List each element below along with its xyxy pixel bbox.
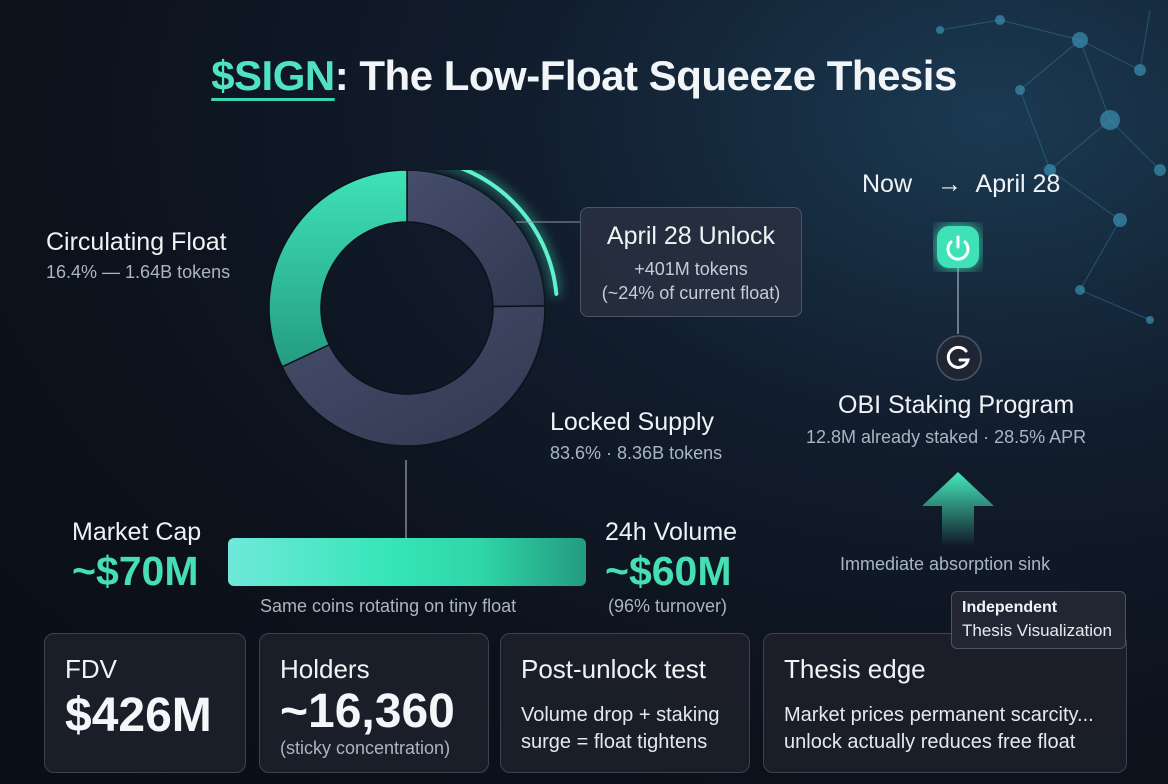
- unlock-callout: April 28 Unlock +401M tokens (~24% of cu…: [580, 207, 802, 317]
- donut-locked-segment: [281, 305, 546, 447]
- card-holders: Holders ~16,360 (sticky concentration): [259, 633, 489, 773]
- volume-label: 24h Volume: [605, 518, 738, 546]
- absorption-sink-label: Immediate absorption sink: [840, 554, 1051, 574]
- locked-label: Locked Supply: [550, 408, 715, 436]
- circulating-label: Circulating Float: [46, 228, 227, 256]
- badge-line1: Independent: [962, 599, 1058, 616]
- independent-badge: Independent Thesis Visualization: [951, 591, 1126, 649]
- turnover-bar: [228, 538, 586, 586]
- timeline-header: Now → April 28: [862, 170, 1060, 199]
- supply-donut-chart: [268, 170, 559, 447]
- volume-note: (96% turnover): [608, 596, 728, 616]
- unlock-title: April 28 Unlock: [606, 222, 776, 250]
- card-fdv-title: FDV: [65, 654, 117, 684]
- card-thesis-edge: Thesis edge Market prices permanent scar…: [763, 633, 1127, 773]
- title-ticker: $SIGN: [211, 52, 335, 99]
- donut-circulating-segment: [268, 170, 408, 368]
- timeline-date: April 28: [975, 170, 1061, 198]
- staking-coin-icon: [936, 335, 982, 381]
- market-cap-label: Market Cap: [72, 518, 202, 546]
- card-post-unlock-line2: surge = float tightens: [521, 731, 708, 753]
- card-holders-note: (sticky concentration): [280, 738, 451, 758]
- power-icon: [937, 226, 979, 268]
- card-fdv: FDV $426M: [44, 633, 246, 773]
- timeline-now: Now: [862, 170, 913, 198]
- circulating-detail: 16.4% — 1.64B tokens: [46, 262, 231, 282]
- card-post-unlock-line1: Volume drop + staking: [521, 704, 720, 726]
- unlock-glow-arc: [460, 170, 559, 296]
- staking-program-title: OBI Staking Program: [838, 391, 1075, 419]
- arrow-right-icon: →: [936, 170, 962, 198]
- card-fdv-value: $426M: [65, 689, 212, 742]
- page-title: $SIGN: The Low-Float Squeeze Thesis: [0, 52, 1168, 100]
- card-thesis-edge-line1: Market prices permanent scarcity...: [784, 704, 1094, 726]
- title-text: : The Low-Float Squeeze Thesis: [334, 52, 958, 99]
- staking-program-detail: 12.8M already staked · 28.5% APR: [806, 427, 1087, 447]
- up-arrow-icon: [922, 472, 994, 546]
- locked-detail: 83.6% · 8.36B tokens: [550, 443, 723, 463]
- card-thesis-edge-title: Thesis edge: [784, 654, 926, 684]
- badge-line2: Thesis Visualization: [962, 621, 1112, 640]
- turnover-bar-caption: Same coins rotating on tiny float: [260, 596, 517, 616]
- card-thesis-edge-line2: unlock actually reduces free float: [784, 731, 1076, 753]
- card-holders-title: Holders: [280, 654, 370, 684]
- unlock-percent: (~24% of current float): [601, 283, 781, 303]
- card-post-unlock-title: Post-unlock test: [521, 654, 706, 684]
- volume-value: ~$60M: [605, 548, 732, 594]
- unlock-tokens: +401M tokens: [634, 259, 748, 279]
- market-cap-value: ~$70M: [72, 548, 199, 594]
- card-post-unlock: Post-unlock test Volume drop + staking s…: [500, 633, 750, 773]
- card-holders-value: ~16,360: [280, 685, 455, 738]
